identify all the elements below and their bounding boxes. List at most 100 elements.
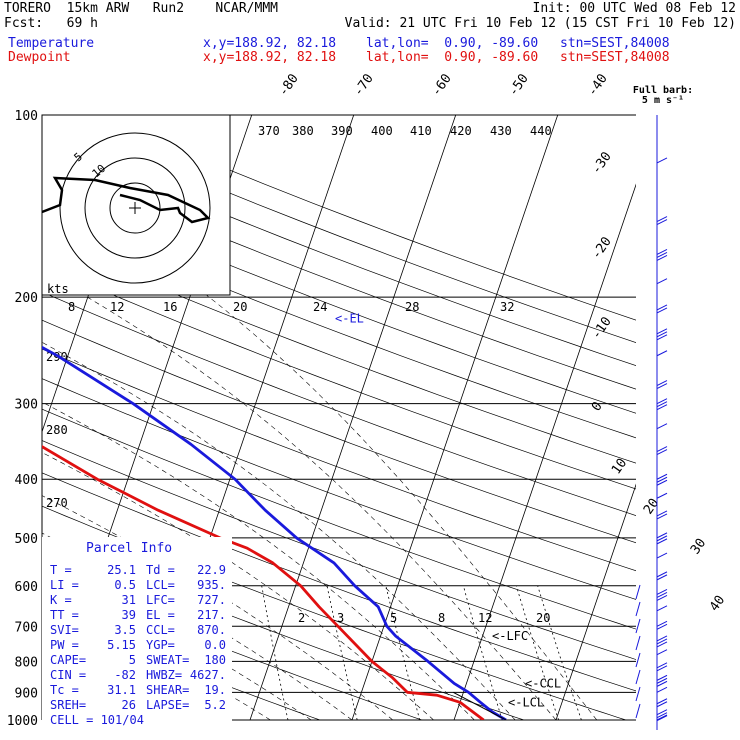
dry-adiabat-line [42, 378, 636, 600]
isotherm-label: 10 [609, 456, 630, 477]
parcel-info-label: SREH= [50, 698, 86, 712]
fcst-label: Fcst: [4, 16, 44, 31]
parcel-info-value: 3.5 [114, 623, 136, 637]
mixing-ratio-line [537, 585, 582, 720]
parcel-path-line [452, 691, 507, 720]
isotherm-line [658, 115, 740, 720]
parcel-info-value: 870. [197, 623, 226, 637]
mixing-ratio-label: 20 [233, 300, 247, 314]
dry-adiabat-line [42, 472, 636, 692]
mixing-ratio-label: 20 [536, 611, 550, 625]
parcel-info-label: SWEAT= [146, 653, 189, 667]
isotherm-label: 0 [589, 399, 606, 414]
parcel-info-value: 217. [197, 608, 226, 622]
hodograph-units: kts [47, 282, 69, 296]
dry-adiabat-line [42, 440, 636, 660]
wind-barb-flag [656, 398, 668, 405]
pressure-tick-label: 300 [15, 398, 38, 413]
wind-barb-flag [656, 219, 668, 225]
wind-barb [656, 473, 668, 490]
theta-label: 380 [292, 124, 314, 138]
temperature-profile-line [42, 345, 507, 720]
hodograph-ring [59, 132, 211, 284]
wind-barb-flag [656, 254, 668, 261]
wind-barb-flag [656, 674, 668, 681]
wind-barb-flag [656, 423, 668, 430]
wind-barb-flag [656, 401, 668, 408]
wind-barb-flag [656, 620, 668, 627]
parcel-info-value: 5.2 [204, 698, 226, 712]
init-time: Init: 00 UTC Wed 08 Feb 12 [532, 1, 737, 16]
wind-barb-flag [656, 479, 668, 486]
parcel-info-value: 0.5 [114, 578, 136, 592]
moist-adiabat-line [102, 221, 598, 720]
isotherm-label: -50 [506, 71, 532, 99]
level-annotation: <-CCL [525, 676, 561, 690]
theta-label: 390 [331, 124, 353, 138]
dry-adiabat-line [42, 575, 423, 720]
dry-adiabat-line [42, 136, 636, 367]
moist-adiabat-line [42, 341, 516, 720]
dry-adiabat-line [0, 115, 14, 720]
wind-barb-flag [656, 216, 668, 222]
parcel-info-box [42, 537, 232, 727]
legend-temperature-latlon: lat,lon= 0.90, -89.60 [366, 36, 539, 51]
wind-barb-flag [656, 251, 668, 258]
wind-barb [656, 674, 668, 691]
parcel-info-label: HWBZ= [146, 668, 182, 682]
wind-barb-flag [656, 380, 668, 386]
wind-barb [656, 588, 668, 605]
mixing-ratio-label: 28 [405, 300, 419, 314]
wind-barb-low [635, 652, 641, 668]
hodograph-box [41, 114, 231, 296]
parcel-info-value: 5 [129, 653, 136, 667]
wind-barb-flag [656, 157, 668, 164]
legend-dewpoint-name: Dewpoint [8, 50, 71, 65]
pressure-tick-label: 900 [15, 686, 38, 701]
parcel-info-value: 31.1 [107, 683, 136, 697]
parcel-info-label: SVI= [50, 623, 79, 637]
pressure-tick-label: 800 [15, 655, 38, 670]
wind-barb-flag [656, 278, 668, 285]
parcel-info-value: 4627. [190, 668, 226, 682]
pressure-tick-label: 700 [15, 620, 38, 635]
wind-barb [656, 686, 668, 703]
legend-dewpoint-latlon: lat,lon= 0.90, -89.60 [366, 50, 539, 65]
parcel-info-label: LCL= [146, 578, 175, 592]
wind-barb [656, 248, 668, 265]
barb-key-line1: Full barb: [633, 85, 693, 96]
wind-barb [656, 510, 668, 526]
parcel-info-label: CIN = [50, 668, 86, 682]
wind-barb-flag [656, 698, 668, 705]
hodograph-trace [41, 176, 211, 224]
wind-barb-flag [656, 574, 668, 581]
wind-barb-flag [656, 712, 668, 719]
wind-barb [656, 216, 668, 232]
moist-adiabat-line [42, 401, 475, 720]
dewpoint-profile-line [42, 445, 485, 720]
wind-barb-low [635, 635, 641, 651]
theta-label: 420 [450, 124, 472, 138]
parcel-info-label: K = [50, 593, 72, 607]
barb-key-line2: 5 m s⁻¹ [642, 95, 684, 106]
model-grid: 15km ARW [66, 1, 130, 16]
wind-barb-flag [656, 635, 668, 642]
dry-adiabat-line [42, 291, 636, 516]
legend-dewpoint-xy: x,y=188.92, 82.18 [203, 50, 337, 65]
level-annotation: <-EL [335, 312, 364, 326]
level-annotation: <-LFC [492, 629, 528, 643]
wind-barb-flag [656, 532, 668, 539]
wind-barb-flag [656, 588, 668, 595]
wind-barb-flag [656, 715, 668, 722]
wind-barb-flag [656, 686, 668, 693]
wind-barb-flag [656, 571, 668, 578]
wind-barb-flag [656, 591, 668, 598]
parcel-info-value: 39 [122, 608, 136, 622]
parcel-info-label: CAPE= [50, 653, 86, 667]
model-run: Run2 [152, 1, 185, 16]
wind-barb-flag [656, 677, 668, 684]
level-annotation: <-LCL [508, 695, 544, 709]
wind-barb-flag [656, 476, 668, 483]
dry-adiabat-line [42, 161, 636, 390]
